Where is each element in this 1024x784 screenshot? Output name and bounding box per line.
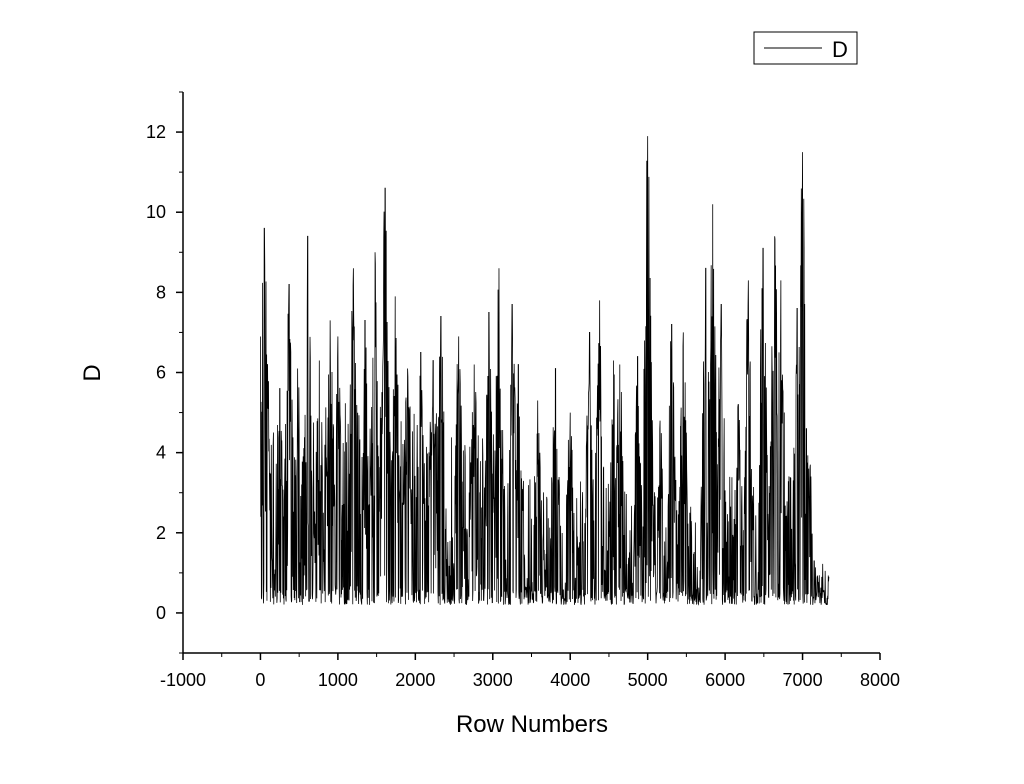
y-tick-label: 12 bbox=[146, 122, 166, 142]
y-tick-label: 4 bbox=[156, 443, 166, 463]
x-tick-label: 4000 bbox=[550, 670, 590, 690]
x-tick-label: 7000 bbox=[783, 670, 823, 690]
y-axis-title: D bbox=[79, 364, 106, 381]
plot-area bbox=[260, 136, 830, 606]
legend: D bbox=[753, 31, 858, 65]
axes: -1000 0 1000 2000 3000 4000 5000 6000 7000 8000 0 2… bbox=[146, 91, 900, 690]
y-tick-label: 6 bbox=[156, 363, 166, 383]
x-tick-label: 1000 bbox=[318, 670, 358, 690]
x-tick-label: 3000 bbox=[473, 670, 513, 690]
series-line-d bbox=[260, 136, 830, 606]
y-tick-label: 2 bbox=[156, 523, 166, 543]
x-tick-label: 0 bbox=[255, 670, 265, 690]
y-tick-label: 10 bbox=[146, 202, 166, 222]
x-tick-label: 2000 bbox=[395, 670, 435, 690]
legend-label-d: D bbox=[832, 37, 848, 62]
x-axis-title: Row Numbers bbox=[456, 711, 608, 738]
y-tick-label: 0 bbox=[156, 603, 166, 623]
x-tick-label: -1000 bbox=[160, 670, 206, 690]
x-tick-label: 5000 bbox=[628, 670, 668, 690]
y-tick-label: 8 bbox=[156, 282, 166, 302]
x-tick-label: 8000 bbox=[860, 670, 900, 690]
x-tick-label: 6000 bbox=[705, 670, 745, 690]
